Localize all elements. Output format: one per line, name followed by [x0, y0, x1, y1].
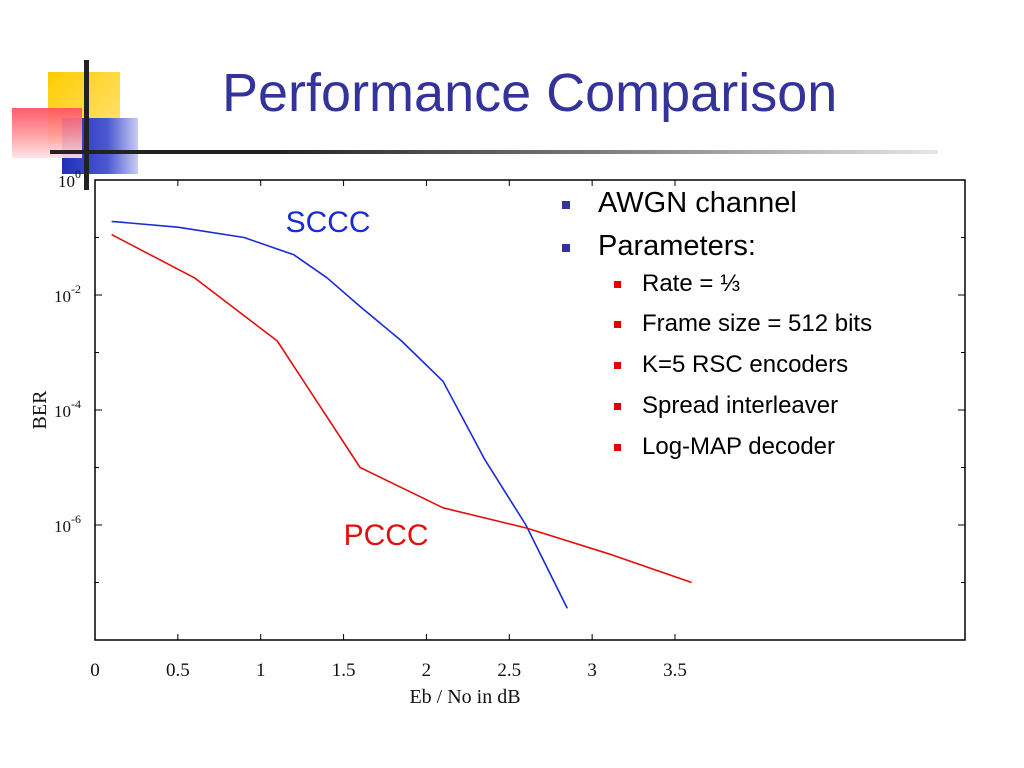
y-tick-label: 100: [58, 167, 81, 191]
series-label-sccc: SCCC: [286, 206, 371, 239]
x-tick-label: 0.5: [166, 660, 190, 681]
y-axis-label: BER: [29, 390, 51, 430]
x-tick-label: 2: [422, 660, 432, 681]
x-axis-label: Eb / No in dB: [409, 686, 520, 708]
sub-bullet-item: Spread interleaver: [598, 392, 960, 421]
page-title: Performance Comparison: [222, 63, 838, 123]
bullet-item: Parameters: Rate = ⅓ Frame size = 512 bi…: [560, 229, 960, 462]
sub-bullet-item: Frame size = 512 bits: [598, 310, 960, 339]
series-line-pccc: [111, 233, 692, 584]
x-tick-label: 3.5: [663, 660, 687, 681]
series-line-sccc: [111, 220, 569, 609]
bullet-list: AWGN channel Parameters: Rate = ⅓ Frame …: [560, 186, 960, 474]
y-tick-label: 10-2: [54, 282, 81, 306]
y-tick-label: 10-4: [54, 397, 81, 421]
y-tick-label: 10-6: [54, 512, 81, 536]
sub-bullet-list: Rate = ⅓ Frame size = 512 bits K=5 RSC e…: [598, 270, 960, 462]
title-underline: [50, 150, 938, 154]
x-tick-label: 2.5: [497, 660, 521, 681]
x-tick-label: 3: [587, 660, 597, 681]
bullet-text: Parameters:: [598, 229, 756, 262]
x-tick-label: 1: [256, 660, 266, 681]
logo-red-square: [12, 108, 82, 158]
sub-bullet-item: K=5 RSC encoders: [598, 351, 960, 380]
sub-bullet-item: Rate = ⅓: [598, 270, 960, 299]
x-tick-label: 1.5: [332, 660, 356, 681]
sub-bullet-item: Log-MAP decoder: [598, 433, 960, 462]
logo: [0, 0, 230, 200]
series-label-pccc: PCCC: [344, 519, 429, 552]
logo-vertical-line: [84, 60, 89, 190]
bullet-text: AWGN channel: [598, 187, 797, 219]
x-tick-label: 0: [90, 660, 100, 681]
bullet-item: AWGN channel: [560, 186, 960, 221]
